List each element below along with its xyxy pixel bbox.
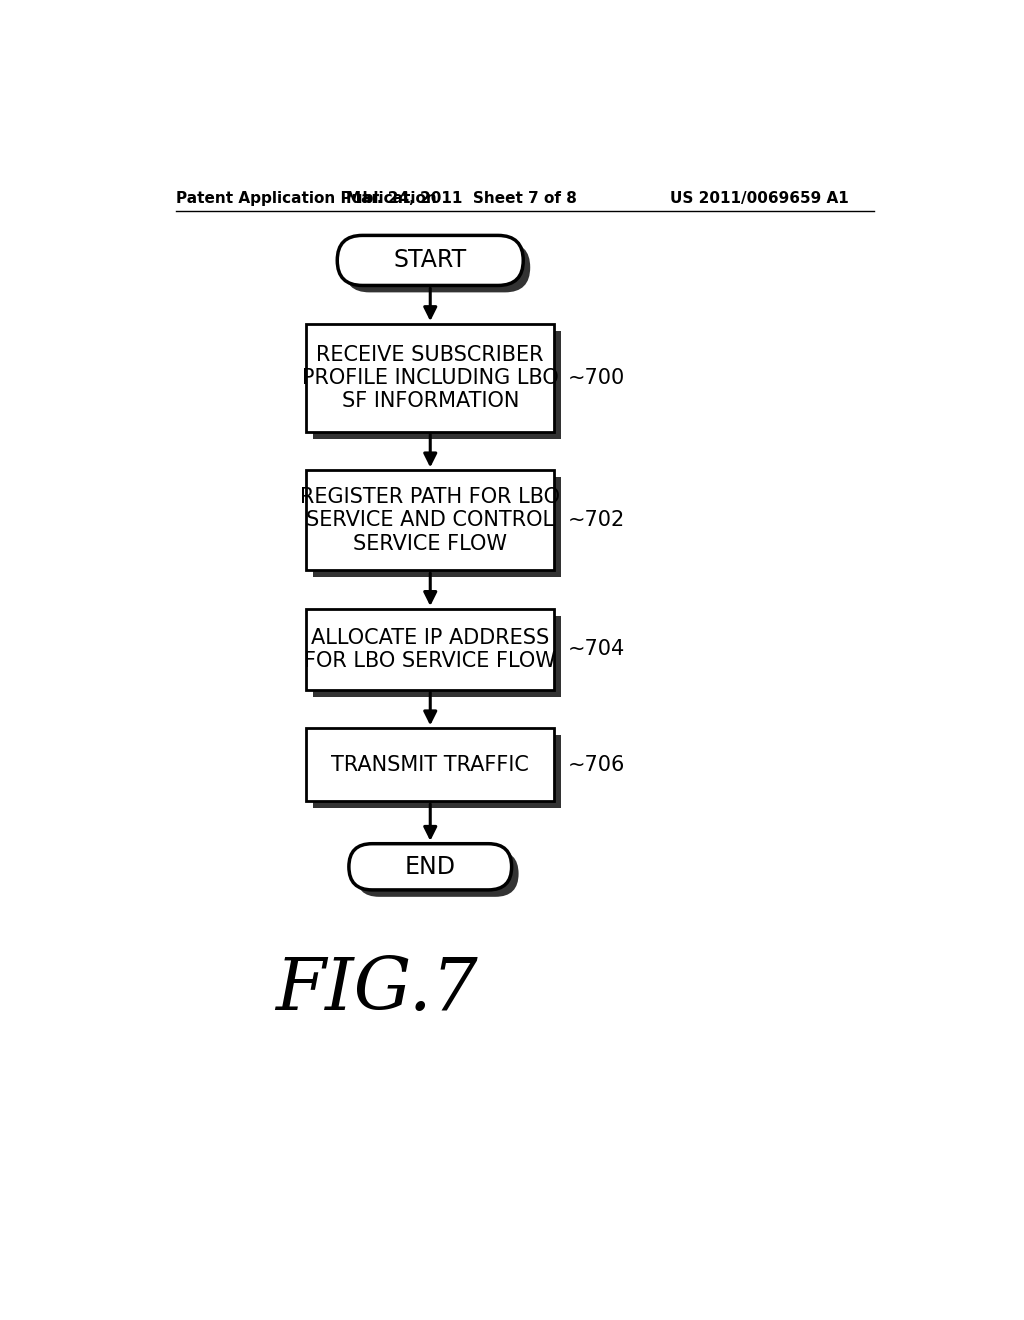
Polygon shape (313, 478, 561, 577)
Text: US 2011/0069659 A1: US 2011/0069659 A1 (671, 191, 849, 206)
Text: FIG.7: FIG.7 (274, 954, 477, 1026)
Polygon shape (313, 331, 561, 438)
Text: Patent Application Publication: Patent Application Publication (176, 191, 437, 206)
Text: ALLOCATE IP ADDRESS
FOR LBO SERVICE FLOW: ALLOCATE IP ADDRESS FOR LBO SERVICE FLOW (304, 628, 556, 671)
Text: ~704: ~704 (568, 639, 626, 659)
FancyBboxPatch shape (344, 243, 530, 293)
FancyBboxPatch shape (356, 850, 518, 896)
FancyBboxPatch shape (337, 235, 523, 285)
Polygon shape (306, 729, 554, 801)
Polygon shape (306, 323, 554, 432)
FancyBboxPatch shape (349, 843, 512, 890)
Text: START: START (393, 248, 467, 272)
Text: ~700: ~700 (568, 368, 626, 388)
Text: END: END (404, 855, 456, 879)
Polygon shape (313, 735, 561, 808)
Text: REGISTER PATH FOR LBO
SERVICE AND CONTROL
SERVICE FLOW: REGISTER PATH FOR LBO SERVICE AND CONTRO… (300, 487, 560, 553)
Text: ~706: ~706 (568, 755, 626, 775)
Polygon shape (306, 470, 554, 570)
Polygon shape (313, 615, 561, 697)
Text: RECEIVE SUBSCRIBER
PROFILE INCLUDING LBO
SF INFORMATION: RECEIVE SUBSCRIBER PROFILE INCLUDING LBO… (302, 345, 559, 411)
Text: Mar. 24, 2011  Sheet 7 of 8: Mar. 24, 2011 Sheet 7 of 8 (346, 191, 577, 206)
Text: TRANSMIT TRAFFIC: TRANSMIT TRAFFIC (332, 755, 529, 775)
Text: ~702: ~702 (568, 511, 626, 531)
Polygon shape (306, 609, 554, 689)
